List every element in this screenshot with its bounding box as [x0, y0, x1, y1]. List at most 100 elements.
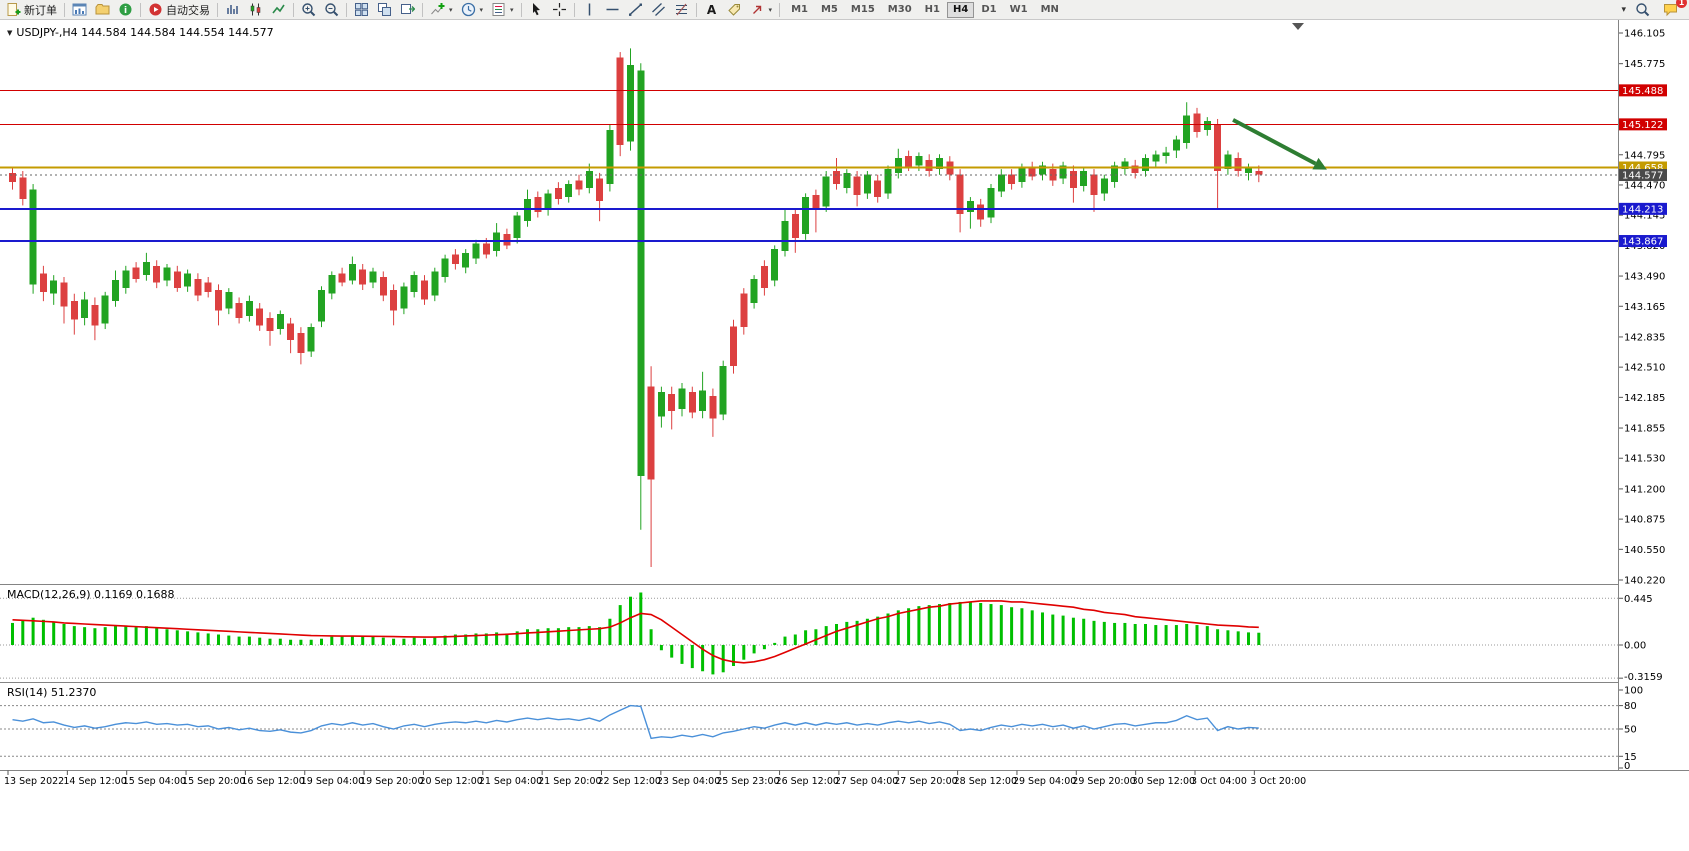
- crosshair-tool-button[interactable]: [548, 0, 571, 20]
- line-chart-button[interactable]: [267, 0, 290, 20]
- search-icon: [1636, 3, 1650, 17]
- timeframe-d1[interactable]: D1: [981, 3, 997, 15]
- svg-text:23 Sep 04:00: 23 Sep 04:00: [657, 776, 720, 787]
- svg-text:143.490: 143.490: [1624, 272, 1665, 283]
- timeframe-mn[interactable]: MN: [1040, 3, 1059, 15]
- svg-text:145.488: 145.488: [1622, 86, 1663, 97]
- chevron-down-icon: ▾: [449, 5, 453, 14]
- macd-panel[interactable]: [0, 592, 1618, 679]
- profiles-button[interactable]: [91, 0, 114, 20]
- zoom-in-button[interactable]: [297, 0, 320, 20]
- svg-text:16 Sep 12:00: 16 Sep 12:00: [241, 776, 304, 787]
- text-tool-button[interactable]: A: [700, 0, 723, 20]
- indicators-button[interactable]: ▾: [426, 0, 457, 20]
- symbol-title: ▼ USDJPY-,H4 144.584 144.584 144.554 144.…: [7, 26, 274, 39]
- svg-text:19 Sep 04:00: 19 Sep 04:00: [301, 776, 364, 787]
- svg-text:0.00: 0.00: [1624, 641, 1646, 652]
- macd-signal-line: [12, 600, 1259, 664]
- timeframe-m5[interactable]: M5: [820, 3, 838, 15]
- shapes-tool-button[interactable]: ▾: [746, 0, 777, 20]
- cascade-windows-button[interactable]: [373, 0, 396, 20]
- trendline-icon: [628, 3, 642, 16]
- svg-text:144.213: 144.213: [1622, 204, 1663, 215]
- shapes-icon: [752, 5, 761, 14]
- symbol-title-collapse-icon[interactable]: ▼: [7, 29, 13, 37]
- svg-text:144.577: 144.577: [1622, 171, 1663, 182]
- svg-text:3 Oct 04:00: 3 Oct 04:00: [1191, 776, 1247, 787]
- price-badge-143.867: 143.867: [1619, 235, 1667, 248]
- arrange-windows-button[interactable]: [396, 0, 419, 20]
- vertical-line-tool-button[interactable]: [578, 0, 601, 20]
- candlestick-panel[interactable]: [0, 48, 1618, 567]
- svg-text:20 Sep 12:00: 20 Sep 12:00: [419, 776, 482, 787]
- horizontal-line-tool-button[interactable]: [601, 0, 624, 20]
- search-button[interactable]: [1631, 0, 1654, 20]
- svg-text:140.550: 140.550: [1624, 545, 1665, 556]
- svg-text:19 Sep 20:00: 19 Sep 20:00: [360, 776, 423, 787]
- toolbar-separator: [573, 2, 575, 17]
- toolbar: 新订单 i 自动交易: [0, 0, 1689, 20]
- bar-chart-button[interactable]: [221, 0, 244, 20]
- zoom-out-button[interactable]: [320, 0, 343, 20]
- svg-text:141.200: 141.200: [1624, 484, 1665, 495]
- svg-text:146.105: 146.105: [1624, 29, 1665, 40]
- line-chart-icon: [272, 4, 285, 14]
- timeframe-m15[interactable]: M15: [850, 3, 875, 15]
- svg-text:i: i: [124, 6, 127, 16]
- timeframe-h4[interactable]: H4: [946, 1, 975, 18]
- svg-text:141.530: 141.530: [1624, 454, 1665, 465]
- svg-text:26 Sep 12:00: 26 Sep 12:00: [776, 776, 839, 787]
- rsi-panel[interactable]: [0, 704, 1618, 757]
- chart-shift-marker[interactable]: [1292, 23, 1304, 30]
- arrange-windows-icon: [401, 4, 415, 14]
- tile-windows-icon: [355, 3, 368, 16]
- svg-text:142.185: 142.185: [1624, 393, 1665, 404]
- template-icon: [492, 3, 505, 16]
- timeframe-w1[interactable]: W1: [1009, 3, 1028, 15]
- chevron-down-icon: ▾: [479, 5, 484, 14]
- template-button[interactable]: ▾: [487, 0, 518, 20]
- info-button[interactable]: i: [114, 0, 137, 20]
- svg-text:A: A: [706, 3, 716, 17]
- svg-text:142.835: 142.835: [1624, 332, 1665, 343]
- chevron-down-icon: ▾: [510, 5, 514, 14]
- timeframe-h1[interactable]: H1: [924, 3, 940, 15]
- periods-button[interactable]: ▾: [457, 0, 488, 20]
- text-icon: A: [706, 3, 716, 17]
- svg-text:144.145: 144.145: [1624, 211, 1665, 222]
- chart-workspace[interactable]: 146.105 145.775 144.795 144.470 144.145 143.8…: [0, 20, 1689, 851]
- channel-tool-button[interactable]: [647, 0, 670, 20]
- svg-text:13 Sep 2022: 13 Sep 2022: [4, 776, 64, 787]
- svg-text:141.855: 141.855: [1624, 424, 1665, 435]
- trendline-tool-button[interactable]: [624, 0, 647, 20]
- svg-text:144.795: 144.795: [1624, 150, 1665, 161]
- info-icon: i: [119, 3, 132, 16]
- auto-trading-button[interactable]: 自动交易: [144, 0, 214, 20]
- price-badge-145.122: 145.122: [1619, 118, 1667, 131]
- svg-text:-0.3159: -0.3159: [1624, 672, 1663, 683]
- label-tool-button[interactable]: [723, 0, 746, 20]
- candlestick-chart-button[interactable]: [244, 0, 267, 20]
- fibonacci-tool-button[interactable]: [670, 0, 693, 20]
- toolbar-overflow-icon[interactable]: ▾: [1621, 4, 1626, 15]
- macd-indicator-label: MACD(12,26,9) 0.1169 0.1688: [7, 588, 175, 601]
- svg-text:140.875: 140.875: [1624, 515, 1665, 526]
- timeframe-m30[interactable]: M30: [887, 3, 912, 15]
- cursor-tool-button[interactable]: [525, 0, 548, 20]
- chart-window-button[interactable]: [68, 0, 91, 20]
- tile-windows-button[interactable]: [350, 0, 373, 20]
- svg-text:143.867: 143.867: [1622, 237, 1663, 248]
- new-order-icon: [7, 3, 21, 16]
- toolbar-separator: [779, 2, 781, 17]
- notifications-button[interactable]: 1: [1659, 0, 1687, 20]
- timeframe-m1[interactable]: M1: [791, 3, 808, 15]
- vertical-line-icon: [588, 3, 590, 16]
- new-order-button[interactable]: 新订单: [2, 0, 61, 20]
- symbol-title-text: USDJPY-,H4 144.584 144.584 144.554 144.5…: [16, 26, 274, 39]
- toolbar-separator: [695, 2, 697, 17]
- indicators-icon: [431, 3, 445, 15]
- trend-arrow-annotation[interactable]: [1232, 118, 1327, 170]
- price-axis[interactable]: 146.105 145.775 144.795 144.470 144.145 143.8…: [1618, 20, 1689, 772]
